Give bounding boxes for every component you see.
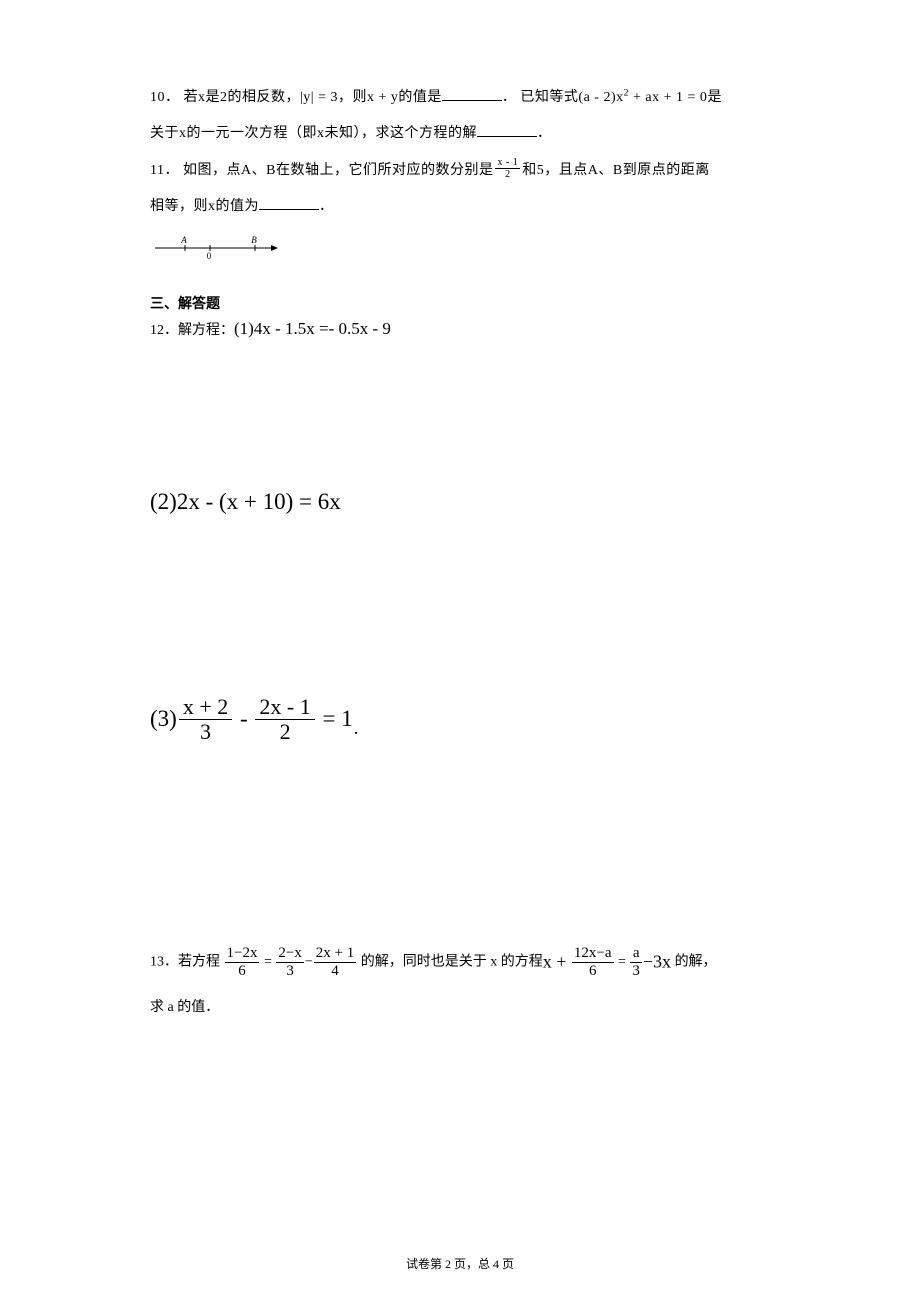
q12-number: 12． [150, 323, 178, 338]
q10-t7: 是 [707, 90, 722, 105]
q13-ta: 若方程 [178, 955, 220, 970]
question-12: 12．解方程：(1)4x - 1.5x =- 0.5x - 9 [150, 319, 770, 339]
q11-l2a: 相等，则 [150, 199, 208, 214]
q11-td: 和 [522, 163, 537, 178]
q10-absy: |y| = 3 [300, 90, 338, 105]
question-10: 10．若x是2的相反数，|y| = 3，则x + y的值是． 已知等式(a - … [150, 80, 770, 153]
q12-eq3-frac1: x + 23 [179, 695, 232, 746]
q10-expr2: (a - 2)x [578, 90, 623, 105]
svg-text:B: B [251, 235, 257, 245]
q12-eq2: (2)2x - (x + 10) = 6x [150, 489, 770, 515]
q11-x: x [208, 199, 216, 214]
q11-period: ． [319, 199, 334, 214]
q11-l2b: 的值为 [216, 199, 260, 214]
q10-l2x1: x [179, 126, 187, 141]
q13-f1d: 6 [225, 962, 260, 979]
q13-f1: 1−2x6 [225, 946, 260, 979]
q11-tb: 、 [252, 163, 267, 178]
page-footer: 试卷第 2 页，总 4 页 [0, 1255, 920, 1272]
q13-eq2: = [615, 955, 630, 970]
q10-l2x2: x [317, 126, 325, 141]
q11-te: ，且点 [544, 163, 588, 178]
q11-A2: A [588, 163, 599, 178]
q10-t3: 的相反数， [228, 90, 301, 105]
q10-x: x [198, 90, 206, 105]
svg-text:A: A [180, 235, 187, 245]
q13-f2d: 3 [276, 962, 303, 979]
q10-xy: x + y [367, 90, 398, 105]
q13-minus: − [305, 955, 313, 970]
q10-t2: 是 [206, 90, 221, 105]
q12-eq3-period: ． [353, 723, 367, 738]
q12-eq3-eq: = 1 [317, 706, 353, 731]
q13-f5d: 3 [630, 962, 642, 979]
q13-f2n: 2−x [276, 946, 303, 962]
section-3-title: 三、解答题 [150, 293, 770, 313]
q13-f3: 2x + 14 [314, 946, 356, 979]
q11-frac: x - 12 [495, 157, 520, 180]
q13-f4d: 6 [572, 962, 614, 979]
q11-tf: 到原点的距离 [623, 163, 710, 178]
question-11: 11．如图，点A、B在数轴上，它们所对应的数分别是x - 12和5，且点A、B到… [150, 153, 770, 226]
q11-frac-den: 2 [495, 168, 520, 180]
q10-l2a: 关于 [150, 126, 179, 141]
q10-blank2 [477, 122, 537, 137]
q13-eq1: = [260, 955, 275, 970]
q10-l2e: 未知），求这个方程的解 [325, 126, 478, 141]
q11-number: 11． [150, 163, 179, 178]
q11-tc: 在数轴上，它们所对应的数分别是 [276, 163, 494, 178]
q10-blank1 [442, 86, 502, 101]
q12-eq3-f1n: x + 2 [179, 695, 232, 719]
q13-tail: −3x [643, 952, 671, 972]
q13-f3d: 4 [314, 962, 356, 979]
q10-number: 10． [150, 90, 180, 105]
number-line-svg: A B 0 [150, 230, 280, 260]
question-13: 13．若方程 1−2x6 = 2−x3−2x + 14 的解，同时也是关于 x … [150, 946, 770, 1018]
q13-tb: 的解，同时也是关于 x 的方程 [361, 955, 543, 970]
q13-f5: a3 [630, 946, 642, 979]
q12-eq3: (3)x + 23 - 2x - 12 = 1． [150, 695, 770, 746]
q10-t1: 若 [184, 90, 199, 105]
q10-expr2b: + ax + 1 = 0 [629, 90, 707, 105]
q13-x: x + [543, 952, 571, 972]
q12-prefix: 解方程： [178, 323, 234, 338]
q11-B2: B [613, 163, 623, 178]
q13-f4: 12x−a6 [572, 946, 614, 979]
q13-f3n: 2x + 1 [314, 946, 356, 962]
q11-blank [259, 195, 319, 210]
q12-eq3-prefix: (3) [150, 706, 177, 731]
q10-two: 2 [220, 90, 228, 105]
q11-tb2: 、 [598, 163, 613, 178]
q12-eq3-f2n: 2x - 1 [255, 695, 314, 719]
q10-l2c: 的一元一次方程（即 [187, 126, 318, 141]
number-line-figure: A B 0 [150, 230, 770, 265]
q13-f2: 2−x3 [276, 946, 303, 979]
q11-A: A [241, 163, 252, 178]
q13-number: 13． [150, 955, 178, 970]
q10-p1: ． [502, 90, 517, 105]
q11-ta: 如图，点 [183, 163, 241, 178]
q13-f1n: 1−2x [225, 946, 260, 962]
q12-eq1: (1)4x - 1.5x =- 0.5x - 9 [234, 319, 391, 338]
q12-eq3-minus: - [234, 706, 253, 731]
q12-eq3-f2d: 2 [255, 719, 314, 746]
q11-frac-num: x - 1 [495, 157, 520, 168]
svg-text:0: 0 [207, 251, 212, 260]
q13-tc: 的解， [675, 955, 717, 970]
q10-t4: ，则 [338, 90, 367, 105]
q11-B: B [266, 163, 276, 178]
q13-f5n: a [630, 946, 642, 962]
q13-f4n: 12x−a [572, 946, 614, 962]
q12-eq3-f1d: 3 [179, 719, 232, 746]
q10-t6: 已知等式 [520, 90, 578, 105]
q13-line2: 求 a 的值． [150, 997, 770, 1018]
q12-eq3-frac2: 2x - 12 [255, 695, 314, 746]
q10-t5: 的值是 [398, 90, 442, 105]
q10-p2: ． [537, 126, 552, 141]
